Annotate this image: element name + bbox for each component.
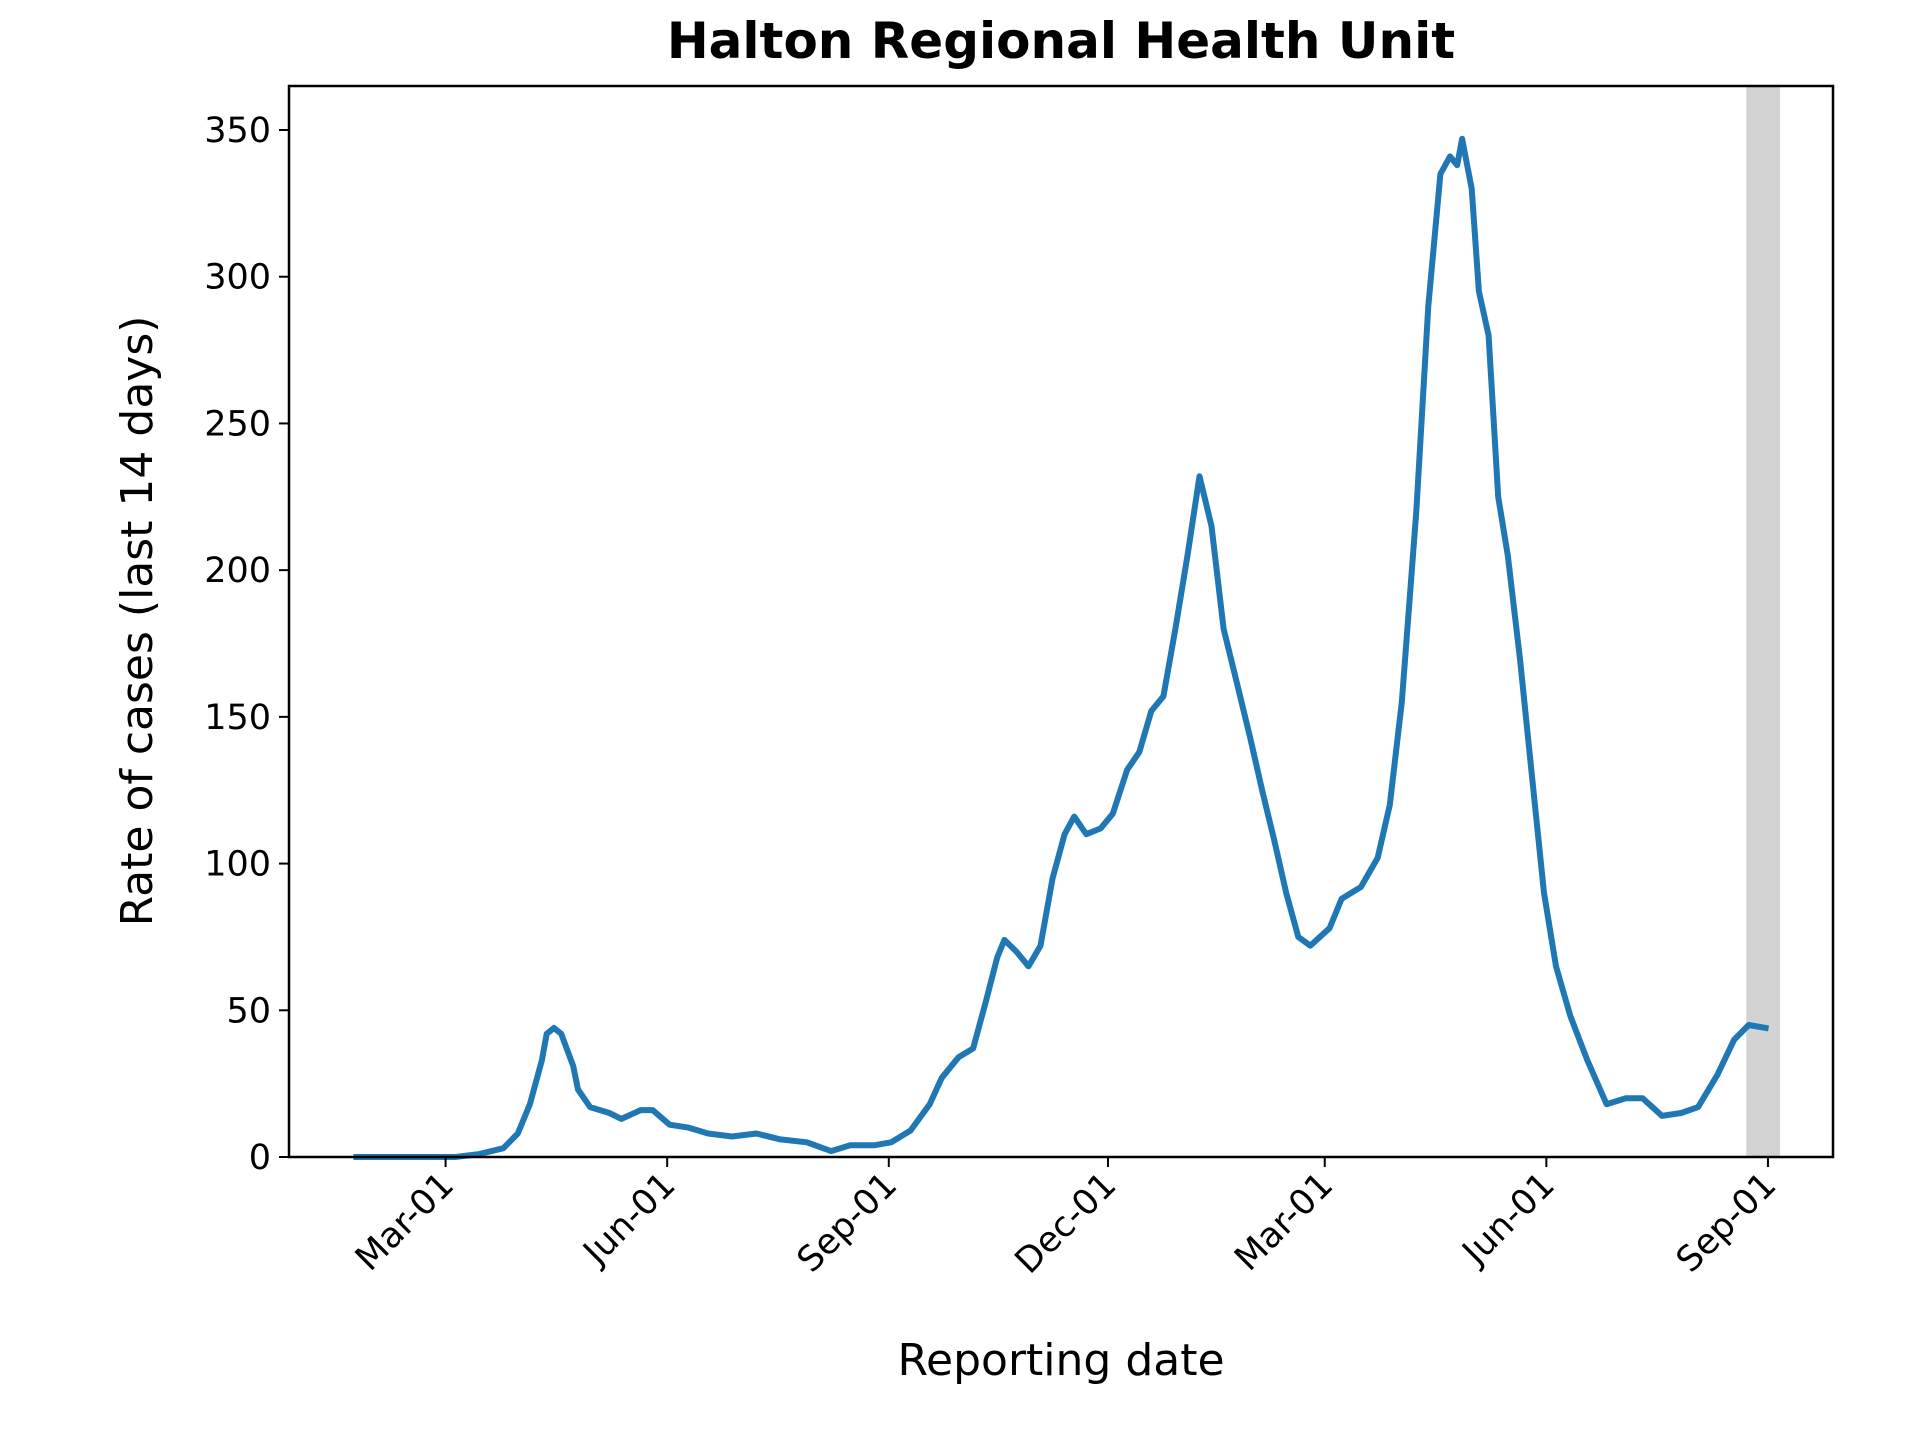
highlight-span [1746,86,1781,1157]
chart-title: Halton Regional Health Unit [667,12,1455,70]
y-tick-label: 300 [204,258,271,298]
y-tick-label: 250 [204,404,271,444]
y-tick-label: 200 [204,551,271,591]
y-tick-label: 100 [204,845,271,885]
y-tick-label: 50 [226,991,271,1031]
y-axis-label: Rate of cases (last 14 days) [112,316,163,927]
y-tick-label: 350 [204,111,271,151]
y-tick-label: 0 [249,1138,271,1178]
axes-frame [287,84,1835,1159]
plot-area [353,86,1781,1160]
data-line [353,135,1770,1160]
x-axis-label: Reporting date [897,1335,1224,1386]
y-tick-label: 150 [204,698,271,738]
